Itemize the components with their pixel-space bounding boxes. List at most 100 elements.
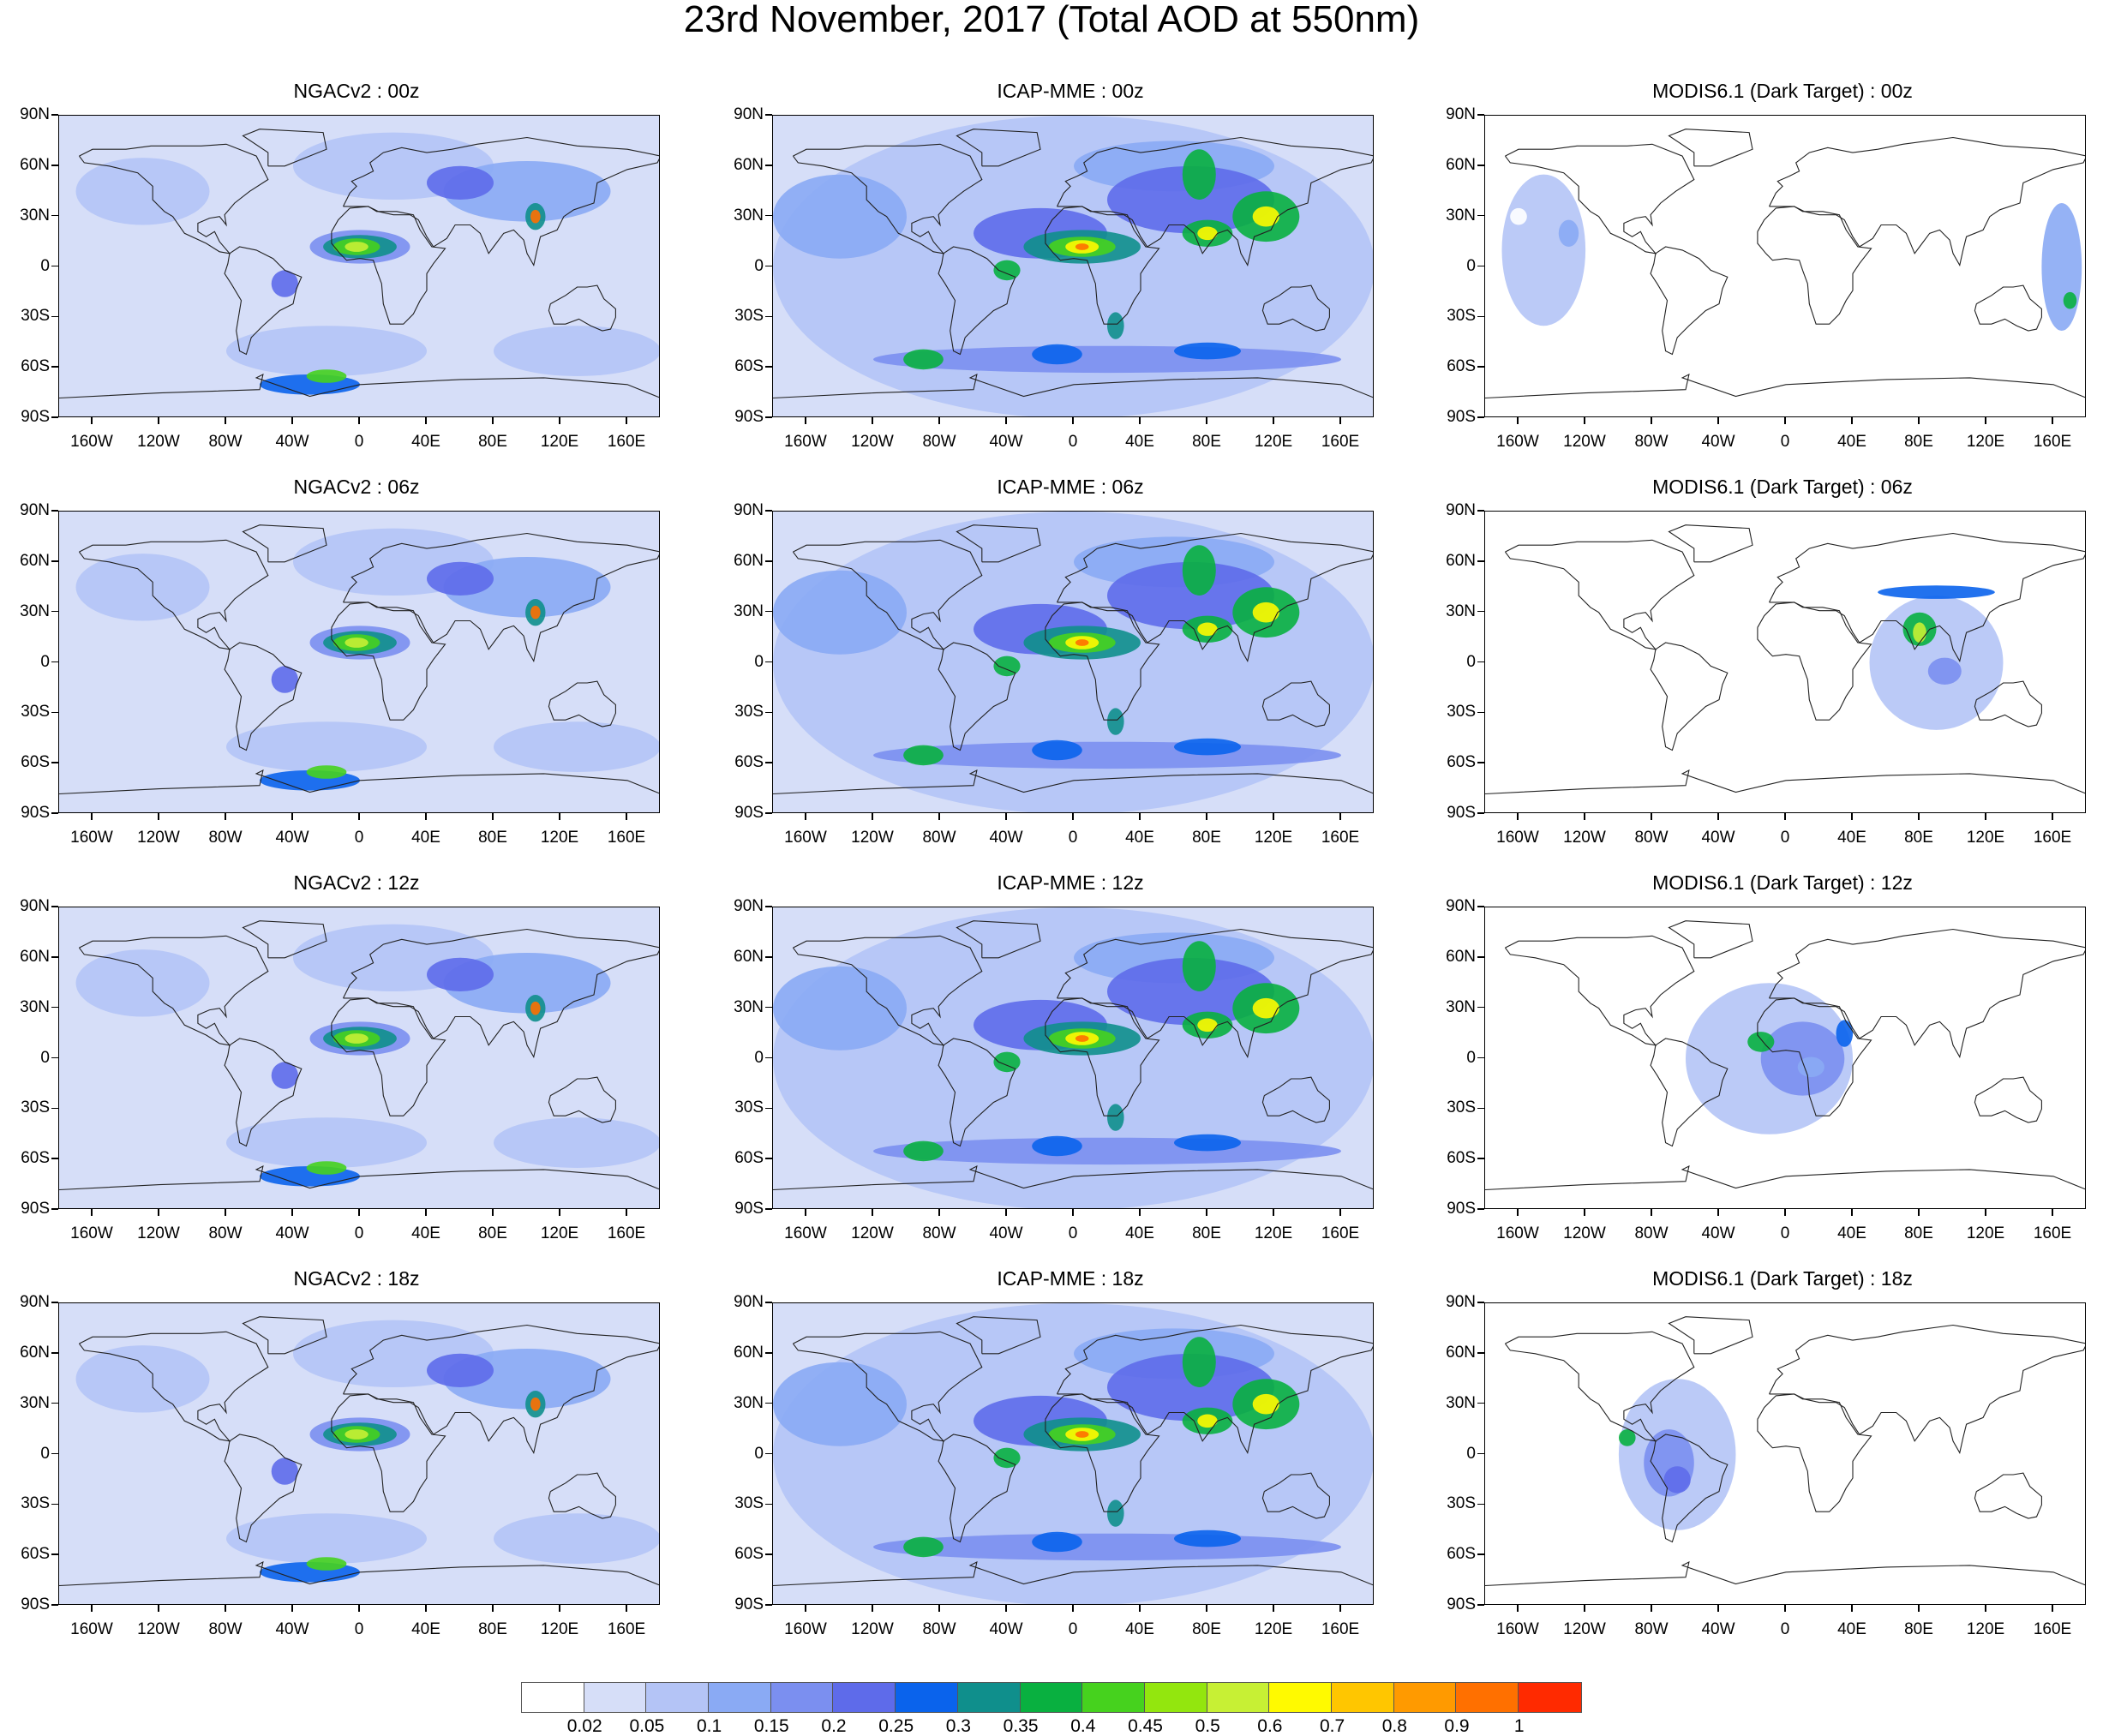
lon-tick <box>1072 1209 1074 1216</box>
lon-label: 0 <box>1068 1224 1078 1242</box>
lat-tick <box>765 165 772 166</box>
colorbar-tick-label: 0.1 <box>696 1716 722 1736</box>
aod-field-patch <box>1174 738 1241 756</box>
coastline <box>956 129 1041 167</box>
lat-label: 90N <box>20 501 50 519</box>
aod-field-patch <box>1619 1429 1636 1446</box>
lat-label: 90N <box>734 897 764 915</box>
coastline <box>1045 602 1160 721</box>
aod-field-patch <box>2041 203 2082 331</box>
coastline <box>1504 143 1695 254</box>
lat-label: 30N <box>20 1393 50 1412</box>
coastline <box>1057 136 1373 267</box>
lon-tick <box>158 417 159 424</box>
lat-label: 90N <box>20 897 50 915</box>
colorbar-swatch <box>646 1683 710 1712</box>
lon-tick <box>425 417 427 424</box>
coastline <box>331 1393 446 1512</box>
lat-tick <box>765 1503 772 1506</box>
aod-field-patch <box>75 158 210 225</box>
lon-label: 160W <box>784 829 827 847</box>
lon-tick <box>358 813 360 820</box>
map-panel-modis-12z: MODIS6.1 (Dark Target) : 12z 90N 60N 30N 0 30… <box>1426 871 2094 1265</box>
coastline <box>1974 1472 2042 1519</box>
lat-label: 0 <box>1466 1048 1476 1067</box>
lon-tick <box>1005 417 1007 424</box>
panel-title: ICAP-MME : 12z <box>997 871 1144 894</box>
lat-tick <box>51 1352 58 1354</box>
aod-colorbar <box>521 1682 1582 1713</box>
lon-tick <box>1851 417 1853 424</box>
lat-tick <box>765 1107 772 1110</box>
lat-tick <box>1477 1352 1484 1354</box>
lon-label: 80W <box>208 829 243 847</box>
coastline <box>1668 524 1753 563</box>
lon-label: 160W <box>784 1620 827 1638</box>
lat-label: 30N <box>734 1393 764 1412</box>
aod-field-patch <box>226 1117 427 1168</box>
aod-field-patch <box>1878 585 1995 599</box>
lon-tick <box>626 813 627 820</box>
lon-tick <box>492 813 494 820</box>
lat-tick <box>51 265 58 267</box>
lon-tick <box>492 1605 494 1612</box>
lon-label: 160W <box>1496 829 1539 847</box>
lat-label: 60N <box>1446 551 1476 570</box>
aod-field-patch <box>306 369 347 383</box>
lon-tick <box>1517 813 1519 820</box>
colorbar-swatch <box>1519 1683 1581 1712</box>
lat-label: 90S <box>1447 804 1476 822</box>
aod-field-patch <box>1107 312 1124 339</box>
aod-field-patch <box>2063 291 2077 309</box>
aod-field-patch <box>873 1137 1341 1165</box>
lat-tick <box>51 1107 58 1110</box>
lat-label: 60S <box>734 1545 764 1564</box>
coastline <box>1769 136 2085 267</box>
lat-label: 30N <box>1446 997 1476 1016</box>
lon-label: 160E <box>607 1620 646 1638</box>
coastline <box>956 920 1041 959</box>
aod-field-patch <box>1032 344 1082 365</box>
lon-label: 40E <box>1125 433 1154 451</box>
aod-field-patch <box>1182 1337 1216 1387</box>
lon-label: 160W <box>784 1224 827 1242</box>
lat-tick <box>765 1352 772 1354</box>
lon-tick <box>1717 1209 1719 1216</box>
lat-label: 0 <box>1466 652 1476 671</box>
aod-field-patch <box>993 1447 1021 1469</box>
lon-label: 40W <box>275 1620 309 1638</box>
map-background <box>1485 1303 2085 1604</box>
lat-label: 60S <box>21 1545 50 1564</box>
map-canvas <box>773 512 1373 812</box>
coastline <box>343 136 659 267</box>
coastline <box>224 246 303 356</box>
coastline <box>1769 532 2085 663</box>
lon-tick <box>872 417 873 424</box>
panel-title: NGACv2 : 12z <box>293 871 420 894</box>
lon-tick <box>1517 1209 1519 1216</box>
coastline <box>1668 129 1753 167</box>
lon-tick <box>1918 1209 1920 1216</box>
lon-label: 80W <box>922 433 956 451</box>
lon-tick <box>938 1605 940 1612</box>
coastline <box>1485 1560 2085 1587</box>
colorbar-tick-label: 0.45 <box>1128 1716 1163 1736</box>
lon-label: 0 <box>1068 433 1078 451</box>
lat-label: 90S <box>1447 1595 1476 1613</box>
colorbar-tick-label: 0.5 <box>1195 1716 1220 1736</box>
map-panel-icap-12z: ICAP-MME : 12z 90N 60N 30N 0 30S 60S 90S 160W 120… <box>714 871 1382 1265</box>
lat-label: 60S <box>1447 1149 1476 1168</box>
lon-tick <box>1273 1209 1274 1216</box>
colorbar-tick-label: 0.6 <box>1257 1716 1283 1736</box>
lat-tick <box>765 1158 772 1159</box>
lon-tick <box>1584 813 1585 820</box>
lat-tick <box>51 1604 58 1606</box>
colorbar-tick-label: 0.2 <box>821 1716 847 1736</box>
aod-field-patch <box>1252 206 1279 227</box>
lat-tick <box>765 1006 772 1009</box>
map-canvas <box>59 116 659 416</box>
lat-tick <box>1477 1553 1484 1555</box>
lon-label: 120W <box>137 433 180 451</box>
lon-tick <box>291 417 293 424</box>
panel-title: ICAP-MME : 06z <box>997 476 1144 498</box>
